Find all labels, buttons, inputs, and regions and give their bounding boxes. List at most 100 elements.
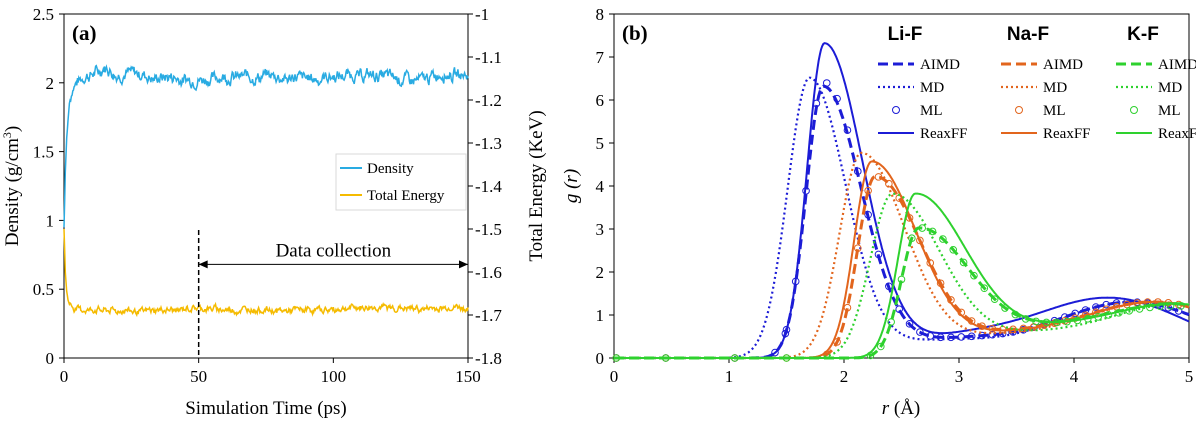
panel-b-y-axis-label: g (r) <box>561 169 582 203</box>
legend-group-naf: Na-F <box>1007 24 1049 45</box>
ml-marker <box>957 308 966 317</box>
legend-label-ml: ML <box>1043 103 1066 119</box>
ml-marker <box>1001 304 1009 312</box>
series-total-energy <box>63 228 469 318</box>
ml-marker <box>1156 302 1165 311</box>
legend-swatch-ml <box>1130 106 1138 114</box>
ml-marker <box>967 332 976 341</box>
a-y2-tick-label: -1.3 <box>475 134 502 153</box>
ml-marker <box>905 320 914 328</box>
ml-marker <box>1021 315 1030 323</box>
ml-marker <box>978 331 986 340</box>
legend-label-reaxff: ReaxFF <box>1158 126 1196 142</box>
panel-a-label: (a) <box>72 21 97 45</box>
a-y-tick-label: 2.5 <box>33 5 54 24</box>
ml-marker <box>833 338 841 346</box>
a-y2-tick-label: -1.4 <box>475 177 502 196</box>
b-y-tick-label: 6 <box>596 91 605 110</box>
panel-a-ticks: 0 50 100 150 0 0.5 1 1.5 2 2.5 -1.8 -1.7 -1.6 -1.5 -1.… <box>33 5 503 386</box>
series-naf-ml <box>612 173 1183 362</box>
data-collection-arrow <box>198 260 468 269</box>
panel-a: 0 50 100 150 0 0.5 1 1.5 2 2.5 -1.8 -1.7 -1.6 -1.5 -1.… <box>0 5 547 419</box>
ml-marker <box>782 354 791 362</box>
b-x-tick-label: 4 <box>1070 367 1079 386</box>
ml-marker <box>843 303 852 312</box>
ml-marker <box>988 330 997 339</box>
ml-marker <box>980 284 989 293</box>
ml-marker <box>978 322 986 330</box>
panel-b-label: (b) <box>622 21 648 45</box>
b-y-tick-label: 2 <box>596 263 605 282</box>
legend-label-md: MD <box>1043 80 1067 96</box>
legend-label-md: MD <box>920 80 944 96</box>
legend-label-reaxff: ReaxFF <box>920 126 968 142</box>
ml-marker <box>1032 317 1040 326</box>
a-x-tick-label: 50 <box>190 367 207 386</box>
ml-marker <box>1102 300 1110 309</box>
a-y2-tick-label: -1.8 <box>475 349 502 368</box>
legend-label-aimd: AIMD <box>1043 57 1083 73</box>
ml-marker <box>877 342 885 351</box>
ml-marker <box>926 332 935 340</box>
ml-marker <box>782 325 791 334</box>
ml-marker <box>802 187 810 195</box>
ml-marker <box>897 275 906 284</box>
ml-marker <box>661 354 670 362</box>
ml-marker <box>885 179 893 188</box>
b-x-tick-label: 5 <box>1185 367 1194 386</box>
ml-marker <box>1146 303 1154 312</box>
panel-b: 0 1 2 3 4 5 0 1 2 3 4 5 6 7 8 (b) Li-F AIMD MD ML ReaxFF Na… <box>561 5 1196 419</box>
ml-marker <box>916 236 924 245</box>
ml-marker <box>959 258 968 267</box>
ml-marker <box>947 296 955 304</box>
ml-marker <box>812 99 821 108</box>
ml-marker <box>730 354 739 362</box>
a-x-tick-label: 100 <box>321 367 347 386</box>
ml-marker <box>866 351 875 360</box>
legend-swatch-ml <box>1015 106 1023 114</box>
b-y-tick-label: 8 <box>596 5 605 24</box>
ml-marker <box>1071 309 1079 318</box>
ml-marker <box>970 271 978 280</box>
series-naf-md <box>614 151 1190 360</box>
ml-marker <box>1092 303 1100 311</box>
ml-marker <box>928 227 937 236</box>
b-y-tick-label: 4 <box>596 177 605 196</box>
a-y-tick-label: 0.5 <box>33 280 54 299</box>
series-kf-md <box>614 192 1190 360</box>
legend-swatch-ml <box>892 106 900 114</box>
ml-marker <box>967 317 976 325</box>
panel-a-x-axis-label: Simulation Time (ps) <box>185 398 347 419</box>
b-x-tick-label: 3 <box>955 367 964 386</box>
a-y2-tick-label: -1.6 <box>475 263 502 282</box>
b-x-tick-label: 0 <box>610 367 619 386</box>
ml-marker <box>1063 317 1071 326</box>
panel-a-legend: Density Total Energy <box>335 153 467 211</box>
ml-marker <box>1166 301 1175 310</box>
ml-marker <box>843 126 852 134</box>
panel-a-series <box>63 64 469 318</box>
a-y2-tick-label: -1.7 <box>475 306 502 325</box>
ml-marker <box>1052 318 1061 327</box>
panel-a-y-axis-label-left: Density (g/cm3) <box>0 126 23 247</box>
b-y-tick-label: 0 <box>596 349 605 368</box>
ml-marker <box>939 235 947 243</box>
ml-marker <box>1115 309 1123 317</box>
ml-marker <box>1123 300 1131 309</box>
legend-group-lif: Li-F <box>888 24 923 45</box>
ml-marker <box>864 186 872 195</box>
a-y2-tick-label: -1 <box>475 5 489 24</box>
ml-marker <box>1135 305 1144 313</box>
a-x-tick-label: 0 <box>60 367 69 386</box>
ml-marker <box>874 250 883 259</box>
series-lif-ml <box>612 79 1183 362</box>
a-x-tick-label: 150 <box>455 367 481 386</box>
legend-label-ml: ML <box>1158 103 1181 119</box>
ml-marker <box>874 173 883 181</box>
series-kf-ml <box>612 224 1185 362</box>
legend-label-reaxff: ReaxFF <box>1043 126 1091 142</box>
panel-a-y-axis-label-right: Total Energy (KeV) <box>526 110 547 261</box>
a-y2-tick-label: -1.5 <box>475 220 502 239</box>
a-y-tick-label: 2 <box>46 74 55 93</box>
